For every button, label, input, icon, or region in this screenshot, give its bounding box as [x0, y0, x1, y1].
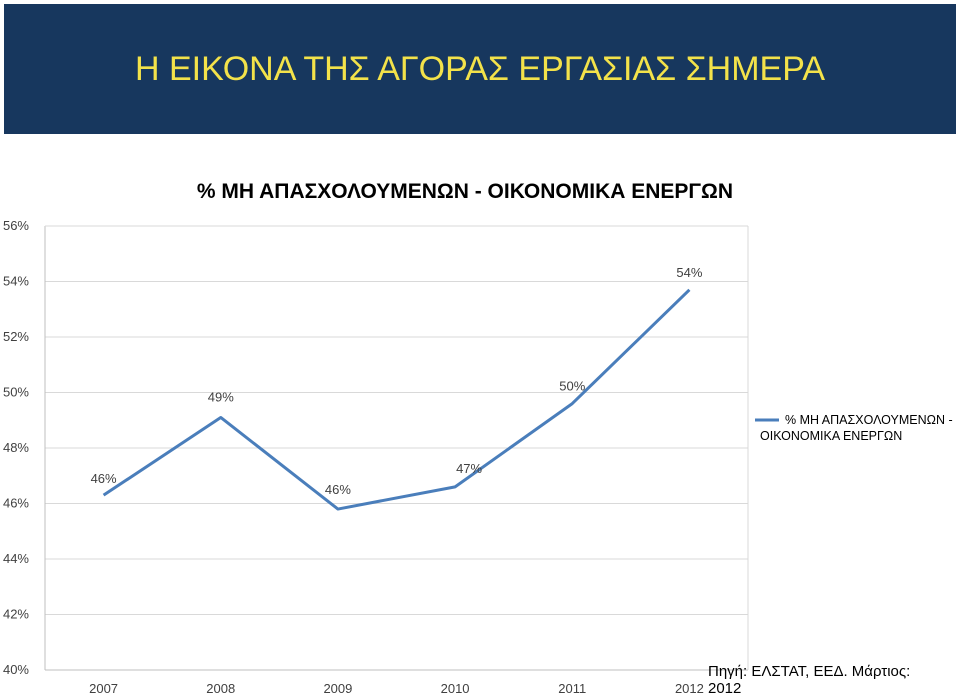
- page-title: Η ΕΙΚΟΝΑ ΤΗΣ ΑΓΟΡΑΣ ΕΡΓΑΣΙΑΣ ΣΗΜΕΡΑ: [134, 50, 826, 88]
- x-tick-label: 2008: [206, 681, 235, 696]
- data-label: 46%: [325, 482, 351, 497]
- y-tick-label: 52%: [3, 329, 29, 344]
- y-tick-label: 54%: [3, 274, 29, 289]
- x-tick-label: 2012: [675, 681, 704, 696]
- x-tick-label: 2007: [89, 681, 118, 696]
- legend-label: % ΜΗ ΑΠΑΣΧΟΛΟΥΜΕΝΩΝ -: [785, 413, 953, 427]
- x-tick-label: 2010: [441, 681, 470, 696]
- y-tick-label: 46%: [3, 496, 29, 511]
- data-label: 46%: [91, 471, 117, 486]
- title-banner: Η ΕΙΚΟΝΑ ΤΗΣ ΑΓΟΡΑΣ ΕΡΓΑΣΙΑΣ ΣΗΜΕΡΑ: [4, 4, 956, 134]
- y-tick-label: 56%: [3, 218, 29, 233]
- y-tick-label: 44%: [3, 551, 29, 566]
- x-tick-label: 2011: [558, 681, 586, 696]
- series-line: [102, 288, 691, 511]
- y-tick-label: 40%: [3, 662, 29, 677]
- chart-title: % ΜΗ ΑΠΑΣΧΟΛΟΥΜΕΝΩΝ - ΟΙΚΟΝΟΜΙΚΑ ΕΝΕΡΓΩΝ: [196, 180, 734, 203]
- x-tick-label: 2009: [323, 681, 352, 696]
- data-label: 54%: [676, 265, 702, 280]
- data-label: 49%: [208, 389, 234, 404]
- y-tick-label: 50%: [3, 385, 29, 400]
- legend-label: ΟΙΚΟΝΟΜΙΚΑ ΕΝΕΡΓΩΝ: [760, 429, 902, 443]
- y-tick-label: 42%: [3, 607, 29, 622]
- source-note: Πηγή: ΕΛΣΤΑΤ, ΕΕΔ. Μάρτιος: 2012: [708, 663, 911, 697]
- data-label: 47%: [456, 461, 482, 476]
- y-tick-label: 48%: [3, 440, 29, 455]
- data-label: 50%: [559, 379, 585, 394]
